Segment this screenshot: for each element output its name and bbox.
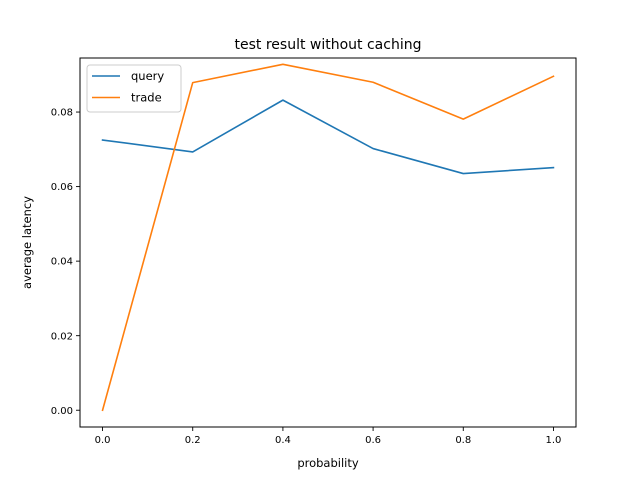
legend: query trade <box>86 64 182 113</box>
y-axis-label: average latency <box>20 196 34 289</box>
x-tick-label: 0.0 <box>95 435 111 446</box>
x-tick-label: 0.8 <box>455 435 471 446</box>
y-tick-label: 0.08 <box>51 108 73 119</box>
x-axis-label: probability <box>297 456 359 470</box>
x-tick-label: 0.6 <box>365 435 381 446</box>
legend-label-query: query <box>131 69 164 83</box>
series-line-trade <box>101 63 555 412</box>
y-tick-label: 0.02 <box>51 331 73 342</box>
series-layer <box>101 63 555 412</box>
y-tick-label: 0.04 <box>51 257 73 268</box>
plot-frame <box>79 57 577 428</box>
x-tick-label: 0.4 <box>275 435 291 446</box>
x-tick-label: 1.0 <box>546 435 562 446</box>
chart-title: test result without caching <box>235 37 422 53</box>
y-axis: 0.00 0.02 0.04 0.06 0.08 <box>51 108 80 417</box>
y-tick-label: 0.06 <box>51 182 73 193</box>
y-tick-label: 0.00 <box>51 406 73 417</box>
x-tick-label: 0.2 <box>185 435 201 446</box>
x-axis: 0.0 0.2 0.4 0.6 0.8 1.0 <box>95 427 562 446</box>
series-line-query <box>101 99 555 175</box>
legend-label-trade: trade <box>131 91 162 105</box>
